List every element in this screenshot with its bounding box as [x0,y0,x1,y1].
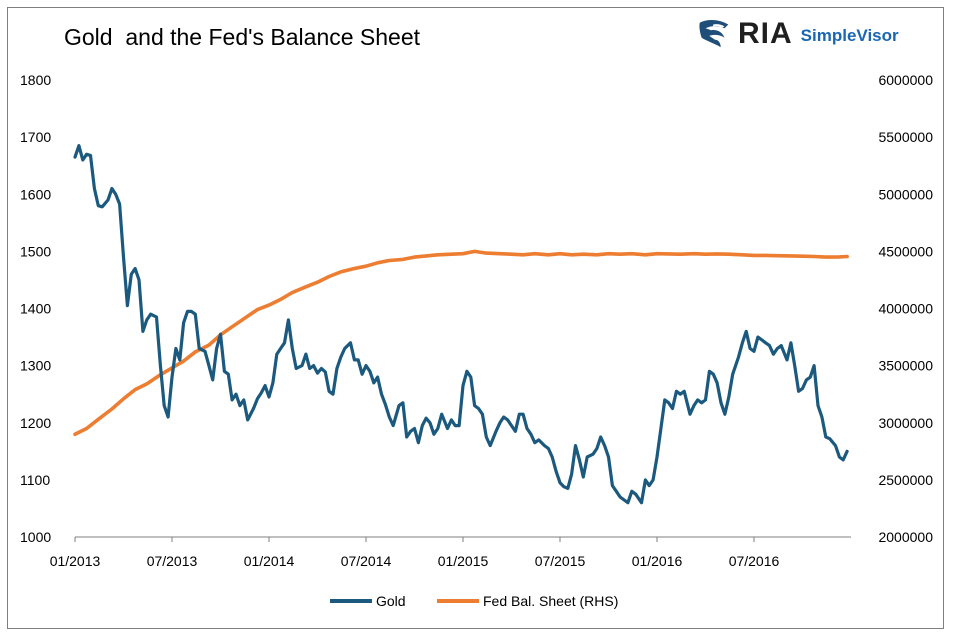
x-tick-label: 01/2013 [50,553,101,569]
x-tick-label: 07/2014 [341,553,392,569]
x-tick-label: 01/2014 [244,553,295,569]
chart-frame [7,7,944,629]
y-right-tick-label: 3500000 [878,358,933,374]
y-right-tick-label: 3000000 [878,415,933,431]
y-left-tick-label: 1300 [20,358,51,374]
chart-axes: 1800 1700 1600 1500 1400 1300 1200 1100 1000 6000… [20,72,933,569]
x-tick-label: 01/2016 [632,553,683,569]
y-left-tick-label: 1700 [20,129,51,145]
y-right-tick-label: 2000000 [878,529,933,545]
y-right-tick-label: 4500000 [878,243,933,259]
y-right-tick-label: 2500000 [878,472,933,488]
logo-brand-text: RIA [738,17,793,50]
y-left-tick-label: 1100 [20,472,50,488]
y-right-tick-label: 6000000 [878,72,933,88]
chart-title: Gold and the Fed's Balance Sheet [64,24,421,50]
y-left-tick-label: 1200 [20,415,51,431]
fed-series-line [73,249,849,437]
logo-product-text: SimpleVisor [800,26,899,45]
y-left-tick-label: 1500 [20,243,51,259]
y-left-tick-label: 1000 [20,529,51,545]
gold-series-line [73,144,849,505]
y-left-tick-label: 1800 [20,72,51,88]
y-left-tick-label: 1600 [20,186,51,202]
eagle-icon [699,19,729,48]
chart-legend: Gold Fed Bal. Sheet (RHS) [330,593,618,609]
y-right-tick-label: 4000000 [878,301,933,317]
legend-label-gold: Gold [376,593,406,609]
y-right-tick-label: 5000000 [878,186,933,202]
x-tick-label: 07/2015 [535,553,586,569]
y-left-tick-label: 1400 [20,301,51,317]
legend-label-fed: Fed Bal. Sheet (RHS) [483,593,618,609]
x-tick-label: 07/2016 [729,553,780,569]
series-layer [73,144,849,505]
x-tick-label: 01/2015 [438,553,489,569]
x-tick-label: 07/2013 [147,553,198,569]
ria-logo: RIA SimpleVisor [696,14,926,54]
y-right-tick-label: 5500000 [878,129,933,145]
